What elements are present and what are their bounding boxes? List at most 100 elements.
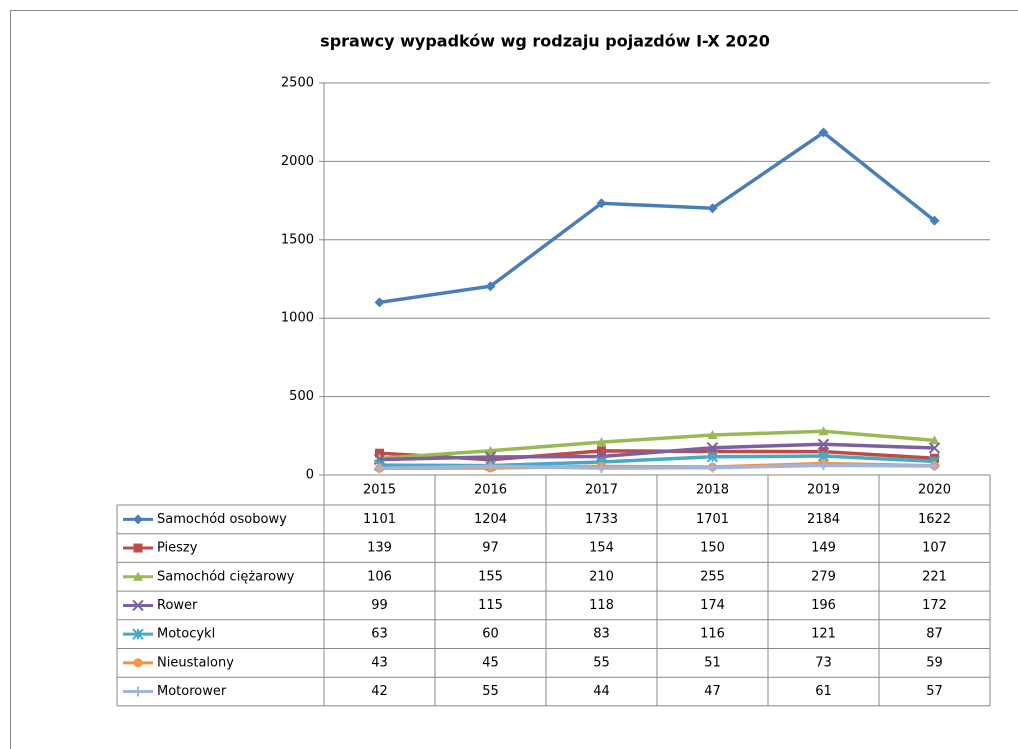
marker xyxy=(706,451,719,463)
table-value: 59 xyxy=(926,655,943,670)
marker xyxy=(485,445,496,455)
legend-label: Samochód osobowy xyxy=(157,512,287,527)
table-value: 221 xyxy=(922,569,947,584)
table-value: 57 xyxy=(926,684,943,699)
legend-label: Rower xyxy=(157,598,198,613)
marker xyxy=(818,426,829,436)
table-value: 154 xyxy=(589,541,614,556)
table-value: 97 xyxy=(482,541,499,556)
marker xyxy=(133,571,143,581)
x-tick-label: 2015 xyxy=(363,483,396,498)
marker xyxy=(486,455,495,465)
x-tick-label: 2018 xyxy=(696,483,729,498)
table-value: 44 xyxy=(593,684,610,699)
table-value: 115 xyxy=(478,598,503,613)
table-value: 73 xyxy=(815,655,832,670)
table-value: 83 xyxy=(593,627,610,642)
marker xyxy=(375,448,384,458)
marker xyxy=(374,297,385,308)
table-value: 150 xyxy=(700,541,725,556)
table-value: 43 xyxy=(371,655,388,670)
y-tick-label: 0 xyxy=(306,468,314,483)
table-value: 196 xyxy=(811,598,836,613)
table-value: 174 xyxy=(700,598,725,613)
marker xyxy=(133,658,143,668)
table-value: 139 xyxy=(367,541,392,556)
table-value: 63 xyxy=(371,627,388,642)
chart-frame xyxy=(10,10,1018,749)
marker xyxy=(597,446,606,456)
marker xyxy=(929,461,940,472)
table-value: 42 xyxy=(371,684,388,699)
table-value: 51 xyxy=(704,655,721,670)
table-value: 255 xyxy=(700,569,725,584)
marker xyxy=(817,438,830,450)
legend-label: Pieszy xyxy=(157,541,198,556)
marker xyxy=(818,127,829,138)
marker xyxy=(706,442,719,454)
y-tick-label: 500 xyxy=(289,389,314,404)
series-line xyxy=(379,429,935,461)
legend-label: Motocykl xyxy=(157,627,215,642)
table-value: 1204 xyxy=(474,512,507,527)
marker xyxy=(133,543,143,553)
x-tick-label: 2020 xyxy=(918,483,951,498)
y-tick-label: 2500 xyxy=(281,76,314,91)
y-tick-label: 1500 xyxy=(281,232,314,247)
x-tick-label: 2019 xyxy=(807,483,840,498)
marker xyxy=(596,463,607,474)
marker xyxy=(707,430,718,440)
table-value: 55 xyxy=(482,684,499,699)
table-value: 149 xyxy=(811,541,836,556)
series-line xyxy=(379,442,935,462)
y-tick-label: 1000 xyxy=(281,311,314,326)
table-value: 60 xyxy=(482,627,499,642)
table-value: 2184 xyxy=(807,512,840,527)
series-line xyxy=(379,463,935,471)
table-value: 61 xyxy=(815,684,832,699)
marker xyxy=(707,462,718,473)
marker xyxy=(707,203,718,214)
marker xyxy=(818,460,829,471)
table-value: 118 xyxy=(589,598,614,613)
table-value: 1733 xyxy=(585,512,618,527)
table-value: 172 xyxy=(922,598,947,613)
legend-label: Nieustalony xyxy=(157,655,234,670)
table-value: 121 xyxy=(811,627,836,642)
series-line xyxy=(379,130,936,305)
marker xyxy=(485,461,496,472)
table-value: 1701 xyxy=(696,512,729,527)
marker xyxy=(374,463,385,474)
table-value: 107 xyxy=(922,541,947,556)
x-tick-label: 2017 xyxy=(585,483,618,498)
marker xyxy=(133,686,143,697)
marker xyxy=(596,437,607,447)
legend-label: Samochód ciężarowy xyxy=(157,569,295,584)
table-value: 1622 xyxy=(918,512,951,527)
marker xyxy=(484,451,497,463)
marker xyxy=(929,215,940,226)
marker xyxy=(596,198,607,209)
y-tick-label: 2000 xyxy=(281,154,314,169)
table-value: 279 xyxy=(811,569,836,584)
marker xyxy=(132,628,144,640)
table-value: 47 xyxy=(704,684,721,699)
legend-label: Motorower xyxy=(157,684,227,699)
table-value: 99 xyxy=(371,598,388,613)
marker xyxy=(929,435,940,445)
table-value: 106 xyxy=(367,569,392,584)
table-value: 45 xyxy=(482,655,499,670)
table-value: 55 xyxy=(593,655,610,670)
table-value: 87 xyxy=(926,627,943,642)
table-value: 1101 xyxy=(363,512,396,527)
marker xyxy=(928,442,941,454)
marker xyxy=(485,281,496,292)
marker xyxy=(133,514,143,525)
table-value: 116 xyxy=(700,627,725,642)
table-value: 155 xyxy=(478,569,503,584)
marker xyxy=(132,599,144,612)
chart-title: sprawcy wypadków wg rodzaju pojazdów I-X… xyxy=(320,32,770,51)
x-tick-label: 2016 xyxy=(474,483,507,498)
marker xyxy=(708,446,717,456)
